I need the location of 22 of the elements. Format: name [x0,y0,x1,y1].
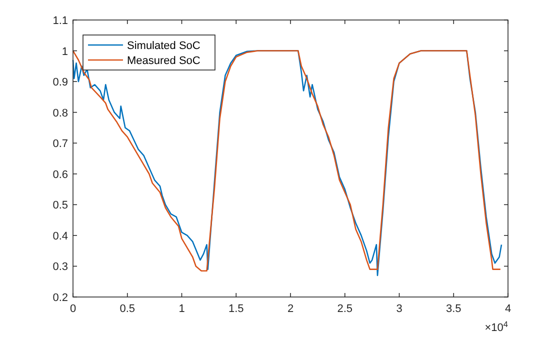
y-tick-label: 0.3 [52,261,68,274]
y-tick-label: 0.7 [52,138,68,150]
y-tick-label: 1 [62,46,68,58]
y-tick-label: 1.1 [52,15,68,27]
x-tick-label: 4 [504,303,512,315]
x-tick-label: 3 [396,303,402,315]
legend-label: Simulated SoC [127,40,200,52]
y-tick-label: 0.9 [52,76,68,89]
x-tick-label: 1 [178,303,185,315]
y-tick-label: 0.5 [52,200,68,212]
x-tick-label: 2.5 [337,303,353,315]
x-tick-label: 3.5 [446,303,462,315]
x-tick-label: 0 [70,303,76,315]
legend-label: Measured SoC [127,55,200,67]
x-tick-label: 2 [287,303,294,315]
x-tick-label: 0.5 [120,303,136,315]
text: ×10$^{4}$ [484,320,508,334]
y-tick-label: 0.2 [52,292,68,304]
y-tick-label: 0.4 [52,230,68,242]
y-tick-label: 0.8 [52,107,68,120]
y-tick-label: 0.6 [52,168,68,181]
x-tick-label: 1.5 [228,303,244,315]
